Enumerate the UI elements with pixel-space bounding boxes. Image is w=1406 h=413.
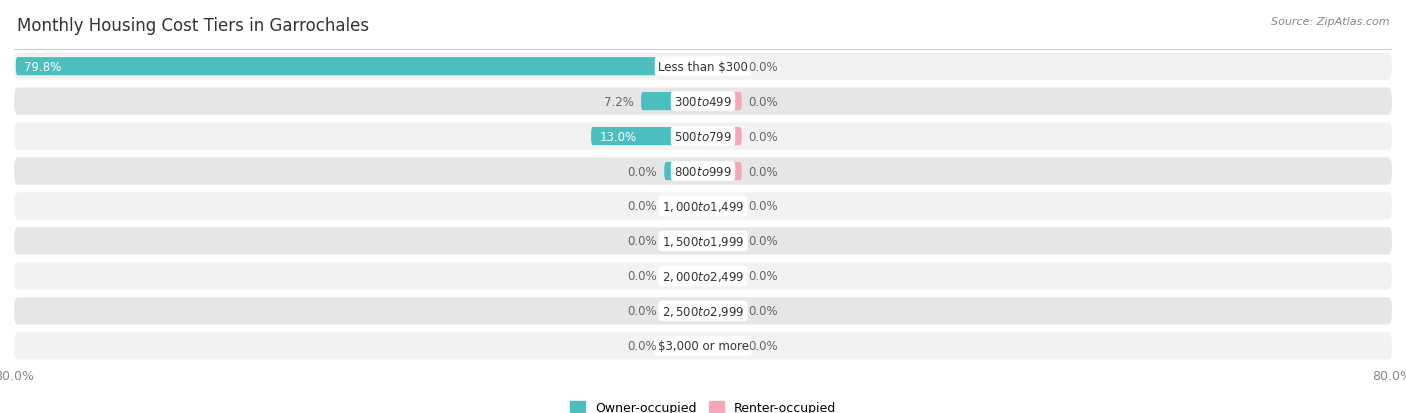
Text: $2,000 to $2,499: $2,000 to $2,499: [662, 269, 744, 283]
FancyBboxPatch shape: [664, 232, 703, 250]
Text: 0.0%: 0.0%: [748, 130, 779, 143]
Text: $2,500 to $2,999: $2,500 to $2,999: [662, 304, 744, 318]
FancyBboxPatch shape: [703, 93, 742, 111]
FancyBboxPatch shape: [703, 337, 742, 355]
Text: $1,500 to $1,999: $1,500 to $1,999: [662, 235, 744, 248]
FancyBboxPatch shape: [14, 297, 1392, 325]
Text: 0.0%: 0.0%: [748, 235, 779, 248]
FancyBboxPatch shape: [664, 267, 703, 285]
Text: 0.0%: 0.0%: [627, 305, 658, 318]
Text: $800 to $999: $800 to $999: [673, 165, 733, 178]
Text: $3,000 or more: $3,000 or more: [658, 339, 748, 352]
FancyBboxPatch shape: [14, 332, 1392, 360]
Text: 0.0%: 0.0%: [748, 165, 779, 178]
FancyBboxPatch shape: [703, 267, 742, 285]
FancyBboxPatch shape: [703, 163, 742, 181]
Text: 0.0%: 0.0%: [748, 339, 779, 352]
Text: 0.0%: 0.0%: [627, 270, 658, 283]
Text: 0.0%: 0.0%: [748, 61, 779, 74]
FancyBboxPatch shape: [14, 53, 1392, 81]
Text: $1,000 to $1,499: $1,000 to $1,499: [662, 199, 744, 214]
Text: 0.0%: 0.0%: [627, 339, 658, 352]
FancyBboxPatch shape: [664, 163, 703, 181]
FancyBboxPatch shape: [703, 128, 742, 146]
Text: Source: ZipAtlas.com: Source: ZipAtlas.com: [1271, 17, 1389, 26]
FancyBboxPatch shape: [703, 197, 742, 216]
FancyBboxPatch shape: [703, 58, 742, 76]
FancyBboxPatch shape: [15, 58, 703, 76]
Text: 0.0%: 0.0%: [748, 305, 779, 318]
Text: 0.0%: 0.0%: [627, 165, 658, 178]
Text: 79.8%: 79.8%: [24, 61, 62, 74]
FancyBboxPatch shape: [591, 128, 703, 146]
Text: $500 to $799: $500 to $799: [673, 130, 733, 143]
Text: 0.0%: 0.0%: [748, 270, 779, 283]
FancyBboxPatch shape: [14, 158, 1392, 185]
Legend: Owner-occupied, Renter-occupied: Owner-occupied, Renter-occupied: [569, 401, 837, 413]
Text: 0.0%: 0.0%: [627, 200, 658, 213]
Text: 7.2%: 7.2%: [605, 95, 634, 108]
FancyBboxPatch shape: [641, 93, 703, 111]
Text: 0.0%: 0.0%: [627, 235, 658, 248]
Text: 13.0%: 13.0%: [599, 130, 637, 143]
FancyBboxPatch shape: [14, 263, 1392, 290]
FancyBboxPatch shape: [14, 228, 1392, 255]
FancyBboxPatch shape: [664, 337, 703, 355]
Text: 0.0%: 0.0%: [748, 95, 779, 108]
Text: $300 to $499: $300 to $499: [673, 95, 733, 108]
FancyBboxPatch shape: [14, 123, 1392, 150]
Text: Monthly Housing Cost Tiers in Garrochales: Monthly Housing Cost Tiers in Garrochale…: [17, 17, 368, 34]
FancyBboxPatch shape: [664, 302, 703, 320]
Text: Less than $300: Less than $300: [658, 61, 748, 74]
FancyBboxPatch shape: [703, 232, 742, 250]
FancyBboxPatch shape: [14, 193, 1392, 220]
Text: 0.0%: 0.0%: [748, 200, 779, 213]
FancyBboxPatch shape: [14, 88, 1392, 116]
FancyBboxPatch shape: [664, 197, 703, 216]
FancyBboxPatch shape: [703, 302, 742, 320]
